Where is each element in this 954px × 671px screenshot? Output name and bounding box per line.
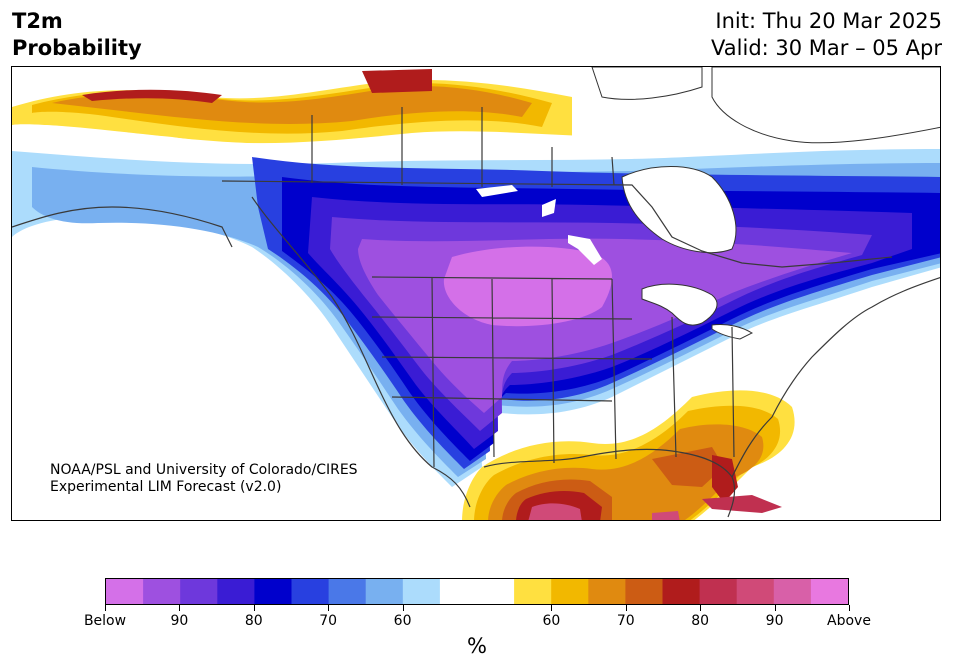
colorbar-tick-label: Below	[83, 613, 127, 629]
colorbar-tick	[253, 605, 255, 611]
canada-lakes	[476, 185, 602, 265]
colorbar-tick-label: 90	[170, 613, 189, 629]
colorbar-tick-label: 70	[616, 613, 635, 629]
init-date: Init: Thu 20 Mar 2025	[715, 9, 942, 33]
valid-range: Valid: 30 Mar – 05 Apr	[711, 36, 942, 60]
colorbar-tick-label: 60	[542, 613, 561, 629]
colorbar-tick-label: 70	[319, 613, 338, 629]
east-coast	[731, 277, 940, 478]
greenland	[711, 67, 940, 144]
west-coast	[251, 196, 471, 508]
colorbar-tick	[551, 605, 553, 611]
arctic-warm-band-3	[52, 85, 532, 124]
variable-label: T2m	[12, 9, 63, 33]
colorbar-swatch	[217, 579, 255, 604]
probability-map	[12, 67, 940, 520]
arctic-islands	[591, 67, 703, 100]
colorbar-swatch	[477, 579, 515, 604]
warm-caribbean	[652, 511, 680, 520]
colorbar-tick	[625, 605, 627, 611]
colorbar-tick	[849, 605, 850, 611]
colorbar-tick	[105, 605, 106, 611]
state-lines	[371, 276, 735, 468]
colorbar-swatch	[106, 579, 144, 604]
colorbar-tick	[328, 605, 330, 611]
colorbar-swatch	[551, 579, 589, 604]
colorbar-swatch	[773, 579, 812, 604]
colorbar-tick-label: 80	[691, 613, 710, 629]
colorbar	[105, 578, 849, 605]
title-right: Init: Thu 20 Mar 2025 Valid: 30 Mar – 05…	[711, 8, 942, 62]
colorbar-swatch	[180, 579, 218, 604]
colorbar-tick-label: 80	[244, 613, 263, 629]
colorbar-tick-label: Above	[827, 613, 871, 629]
colorbar-swatch	[810, 579, 848, 604]
province-lines	[311, 107, 615, 187]
hudson-bay	[621, 166, 737, 254]
colorbar-swatch	[328, 579, 367, 604]
colorbar-swatch	[291, 579, 330, 604]
boundaries	[12, 107, 940, 518]
colorbar-swatch	[699, 579, 738, 604]
title-left: T2m Probability	[12, 8, 142, 62]
colorbar-tick-label: 90	[765, 613, 784, 629]
warm-core-mexico	[528, 503, 582, 520]
neutral-band	[12, 124, 940, 165]
colorbar-swatches	[106, 579, 848, 604]
colorbar-swatch	[514, 579, 552, 604]
warm-band-80	[516, 455, 738, 520]
colorbar-tick	[179, 605, 181, 611]
colorbar-tick	[700, 605, 702, 611]
colorbar-swatch	[439, 579, 478, 604]
colorbar-unit: %	[467, 634, 487, 658]
cold-core-below	[443, 246, 612, 327]
warm-cuba	[702, 495, 782, 513]
colorbar-tick	[774, 605, 776, 611]
colorbar-tick-label: 60	[393, 613, 412, 629]
credit-text: NOAA/PSL and University of Colorado/CIRE…	[50, 462, 358, 496]
great-lakes	[641, 283, 754, 340]
colorbar-swatch	[588, 579, 626, 604]
credit-line-1: NOAA/PSL and University of Colorado/CIRE…	[50, 462, 358, 478]
colorbar-swatch	[143, 579, 181, 604]
alaska-coast	[12, 206, 233, 248]
product-label: Probability	[12, 36, 142, 60]
colorbar-swatch	[254, 579, 292, 604]
canada-us-border	[221, 180, 893, 268]
colorbar-swatch	[402, 579, 441, 604]
colorbar-tick	[402, 605, 404, 611]
colorbar-swatch	[625, 579, 663, 604]
colorbar-swatch	[662, 579, 701, 604]
credit-line-2: Experimental LIM Forecast (v2.0)	[50, 479, 282, 495]
map-panel[interactable]: NOAA/PSL and University of Colorado/CIRE…	[11, 66, 941, 521]
colorbar-swatch	[736, 579, 775, 604]
colorbar-swatch	[365, 579, 404, 604]
arctic-warm-core	[82, 69, 432, 103]
gulf-coast	[483, 448, 736, 518]
